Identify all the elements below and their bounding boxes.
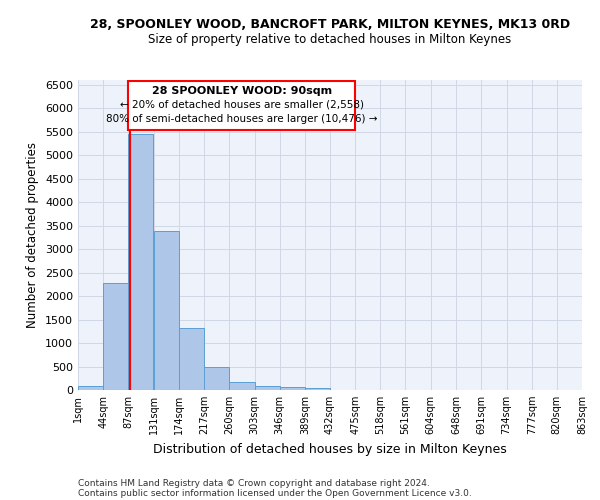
Bar xyxy=(179,328,204,390)
Bar xyxy=(128,134,154,390)
Bar xyxy=(154,231,179,390)
Bar xyxy=(254,386,280,390)
Bar xyxy=(204,368,229,390)
Text: 28, SPOONLEY WOOD, BANCROFT PARK, MILTON KEYNES, MK13 0RD: 28, SPOONLEY WOOD, BANCROFT PARK, MILTON… xyxy=(90,18,570,30)
Bar xyxy=(229,382,254,390)
Y-axis label: Number of detached properties: Number of detached properties xyxy=(26,142,40,328)
FancyBboxPatch shape xyxy=(128,81,355,130)
X-axis label: Distribution of detached houses by size in Milton Keynes: Distribution of detached houses by size … xyxy=(153,442,507,456)
Text: Contains public sector information licensed under the Open Government Licence v3: Contains public sector information licen… xyxy=(78,488,472,498)
Bar xyxy=(280,388,305,390)
Text: 80% of semi-detached houses are larger (10,476) →: 80% of semi-detached houses are larger (… xyxy=(106,114,377,124)
Bar xyxy=(103,283,128,390)
Bar xyxy=(305,388,330,390)
Text: 28 SPOONLEY WOOD: 90sqm: 28 SPOONLEY WOOD: 90sqm xyxy=(152,86,332,96)
Text: ← 20% of detached houses are smaller (2,558): ← 20% of detached houses are smaller (2,… xyxy=(120,100,364,110)
Text: Contains HM Land Registry data © Crown copyright and database right 2024.: Contains HM Land Registry data © Crown c… xyxy=(78,478,430,488)
Bar xyxy=(78,386,103,390)
Text: Size of property relative to detached houses in Milton Keynes: Size of property relative to detached ho… xyxy=(148,32,512,46)
